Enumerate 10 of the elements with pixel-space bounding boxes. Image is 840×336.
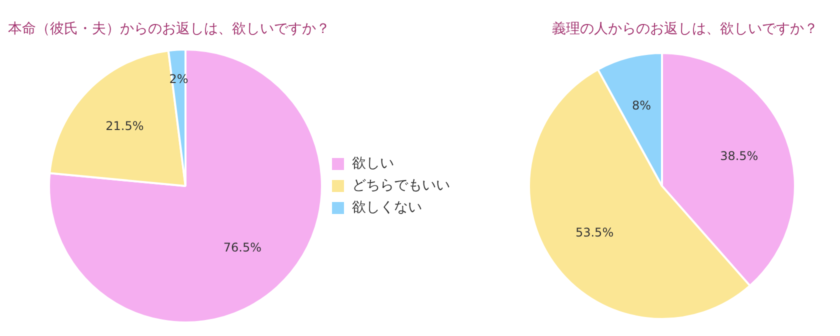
legend-label: 欲しい [352,156,394,172]
legend-label: 欲しくない [352,200,422,216]
data-label: 38.5% [720,148,758,163]
data-label: 21.5% [106,119,144,134]
data-label: 8% [632,98,652,112]
data-label: 53.5% [575,226,614,240]
data-label: 76.5% [223,240,262,255]
legend-label: どちらでもいい [352,178,450,194]
chart-title: 義理の人からのお返しは、欲しいですか？ [552,20,818,38]
chart-title: 本命（彼氏・夫）からのお返しは、欲しいですか？ [8,20,330,38]
